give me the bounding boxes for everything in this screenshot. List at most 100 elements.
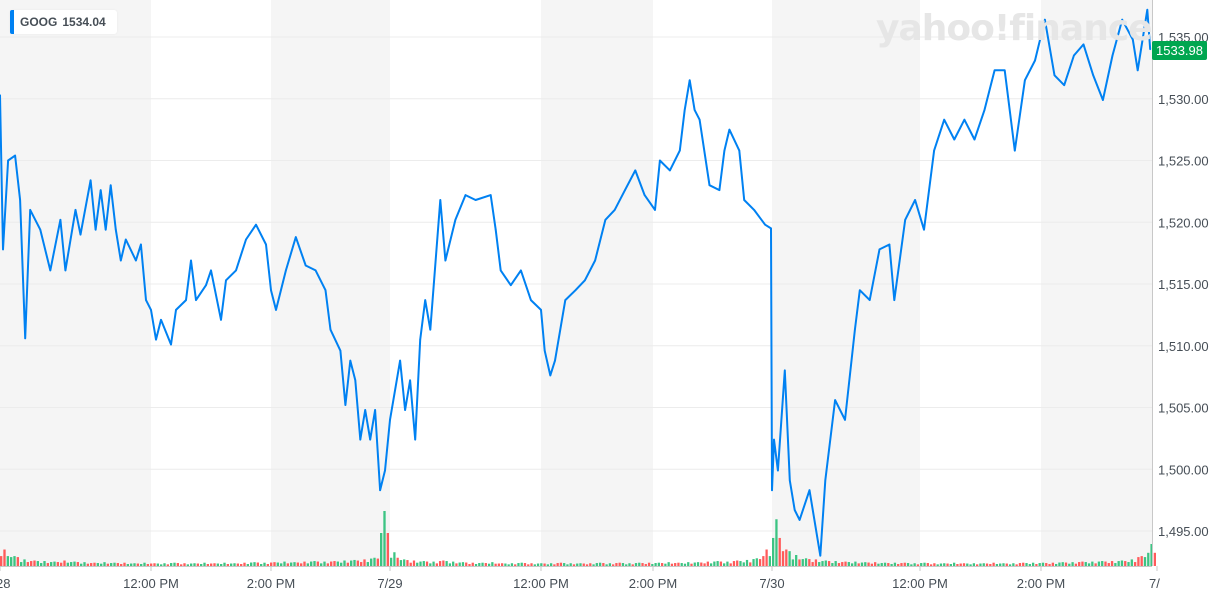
- volume-bar: [582, 563, 585, 566]
- volume-bar: [900, 563, 903, 566]
- volume-bar: [323, 561, 326, 566]
- volume-bar: [976, 564, 979, 566]
- volume-bar: [103, 562, 106, 566]
- price-point: [14, 154, 16, 157]
- volume-bar: [1147, 552, 1150, 566]
- price-point: [205, 284, 207, 287]
- price-point: [1003, 69, 1006, 72]
- volume-bar: [435, 563, 438, 566]
- volume-bar: [1117, 561, 1120, 566]
- volume-bar: [316, 561, 319, 566]
- price-point: [819, 554, 822, 557]
- volume-bar: [266, 564, 269, 566]
- volume-bar: [1120, 560, 1124, 566]
- volume-bar: [801, 559, 804, 566]
- volume-bar: [350, 560, 353, 566]
- volume-bar: [293, 562, 296, 566]
- volume-bar: [425, 561, 429, 566]
- price-point: [914, 199, 916, 201]
- volume-bar: [605, 564, 608, 566]
- volume-bar: [999, 563, 1002, 566]
- volume-bar: [680, 563, 683, 566]
- y-tick-label: 1,525.00: [1158, 154, 1209, 169]
- price-point: [844, 419, 846, 421]
- price-point: [49, 269, 52, 272]
- volume-bar: [183, 563, 186, 566]
- volume-bar: [501, 563, 504, 566]
- volume-bar: [223, 562, 226, 566]
- volume-bar: [1058, 562, 1061, 566]
- volume-bar: [631, 564, 634, 566]
- volume-bar: [821, 561, 824, 566]
- volume-bar: [106, 563, 109, 566]
- volume-bar: [700, 562, 703, 566]
- volume-bar: [429, 563, 432, 566]
- volume-bar: [510, 563, 514, 566]
- last-price-tag: 1533.98: [1152, 41, 1207, 60]
- volume-bar: [962, 563, 966, 566]
- price-point: [854, 328, 856, 331]
- volume-bar: [860, 562, 864, 566]
- price-point: [429, 328, 432, 331]
- price-point: [1146, 9, 1149, 11]
- volume-bar: [310, 561, 313, 566]
- price-point: [1132, 38, 1134, 41]
- volume-bar: [166, 564, 169, 566]
- price-point: [89, 179, 92, 182]
- volume-bar: [452, 561, 455, 566]
- volume-bar: [507, 564, 510, 566]
- volume-bar: [190, 563, 193, 566]
- volume-bar: [399, 560, 403, 566]
- volume-bar: [370, 558, 373, 566]
- price-point: [185, 299, 187, 301]
- volume-bar: [283, 561, 286, 566]
- volume-bar: [1012, 563, 1015, 566]
- volume-bar: [903, 562, 906, 566]
- legend-item-goog[interactable]: GOOG 1534.04: [10, 10, 117, 34]
- price-point: [743, 199, 746, 201]
- volume-bar: [1022, 562, 1025, 566]
- volume-bar: [504, 563, 507, 566]
- price-point: [444, 259, 447, 262]
- price-point: [424, 299, 427, 301]
- price-point: [1013, 149, 1016, 152]
- volume-bar: [270, 562, 273, 566]
- price-point: [265, 243, 267, 246]
- volume-bar: [1150, 544, 1153, 566]
- volume-bar: [1025, 563, 1028, 566]
- volume-bar: [563, 563, 566, 566]
- price-point: [659, 159, 661, 162]
- volume-bar: [897, 564, 900, 566]
- price-point: [170, 343, 172, 346]
- volume-bar: [811, 562, 814, 566]
- volume-bar: [1071, 562, 1074, 566]
- volume-bar: [517, 563, 520, 566]
- volume-bar: [966, 563, 969, 566]
- price-point: [210, 269, 212, 272]
- volume-bar: [76, 562, 79, 566]
- volume-bar: [595, 563, 598, 566]
- volume-bar: [330, 561, 333, 566]
- volume-bar: [798, 559, 801, 566]
- volume-bar: [837, 563, 841, 566]
- price-point: [190, 259, 192, 262]
- volume-bar: [615, 563, 618, 566]
- volume-bar: [654, 563, 657, 566]
- price-point: [79, 233, 82, 236]
- volume-bar: [20, 562, 23, 566]
- volume-bar: [628, 563, 631, 566]
- volume-bar: [549, 563, 553, 566]
- price-point: [669, 169, 671, 172]
- volume-bar: [16, 557, 19, 566]
- gridlines: [0, 36, 1152, 532]
- volume-bar: [66, 562, 69, 566]
- volume-bar: [113, 562, 116, 566]
- price-point: [708, 184, 711, 186]
- price-point: [64, 269, 67, 272]
- volume-bar: [346, 562, 349, 566]
- price-point: [454, 218, 457, 221]
- volume-bar: [795, 555, 798, 566]
- price-point: [255, 223, 257, 226]
- volume-bar: [468, 564, 471, 566]
